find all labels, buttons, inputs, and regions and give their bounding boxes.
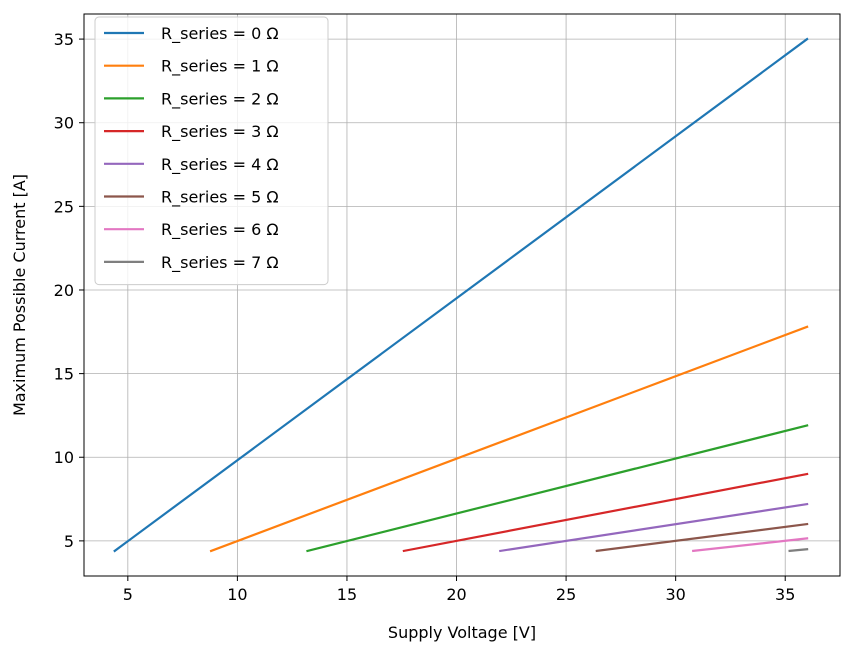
legend-label: R_series = 0 Ω: [161, 24, 279, 44]
y-tick-label: 15: [54, 365, 74, 384]
series-line-r6: [691, 537, 809, 553]
series-line-r4: [499, 502, 809, 553]
series-line-r2: [306, 424, 809, 553]
tick-layer: 5 10 15 20 25 30 35 5 10 15 20 25 30 35: [54, 30, 796, 604]
x-tick-label: 20: [446, 585, 466, 604]
legend-box: [94, 16, 329, 286]
plot-area: [83, 13, 841, 577]
y-tick-label: 35: [54, 30, 74, 49]
legend-label: R_series = 2 Ω: [161, 89, 279, 109]
y-tick-label: 25: [54, 197, 74, 216]
series-line-r1: [209, 325, 809, 553]
series-line-r0: [113, 37, 809, 553]
x-tick-label: 15: [337, 585, 357, 604]
y-tick-label: 10: [54, 448, 74, 467]
grid: [84, 14, 840, 576]
x-tick-label: 25: [556, 585, 576, 604]
x-tick-label: 35: [775, 585, 795, 604]
y-tick-label: 30: [54, 114, 74, 133]
y-tick-label: 20: [54, 281, 74, 300]
legend-label: R_series = 6 Ω: [161, 220, 279, 240]
legend-label: R_series = 4 Ω: [161, 155, 279, 175]
legend-label: R_series = 3 Ω: [161, 122, 279, 142]
series-line-r5: [595, 522, 809, 553]
series-layer: [113, 37, 809, 553]
legend-label: R_series = 1 Ω: [161, 57, 279, 77]
x-axis-label: Supply Voltage [V]: [388, 623, 536, 642]
y-tick-label: 5: [64, 532, 74, 551]
legend-label: R_series = 5 Ω: [161, 188, 279, 208]
legend: R_series = 0 Ω R_series = 1 Ω R_series = 2…: [94, 16, 329, 286]
legend-label: R_series = 7 Ω: [161, 253, 279, 273]
series-line-r7: [788, 547, 809, 553]
series-line-r3: [402, 472, 809, 553]
x-tick-label: 30: [665, 585, 685, 604]
y-axis-label: Maximum Possible Current [A]: [10, 174, 29, 416]
x-tick-label: 5: [123, 585, 133, 604]
x-tick-label: 10: [227, 585, 247, 604]
